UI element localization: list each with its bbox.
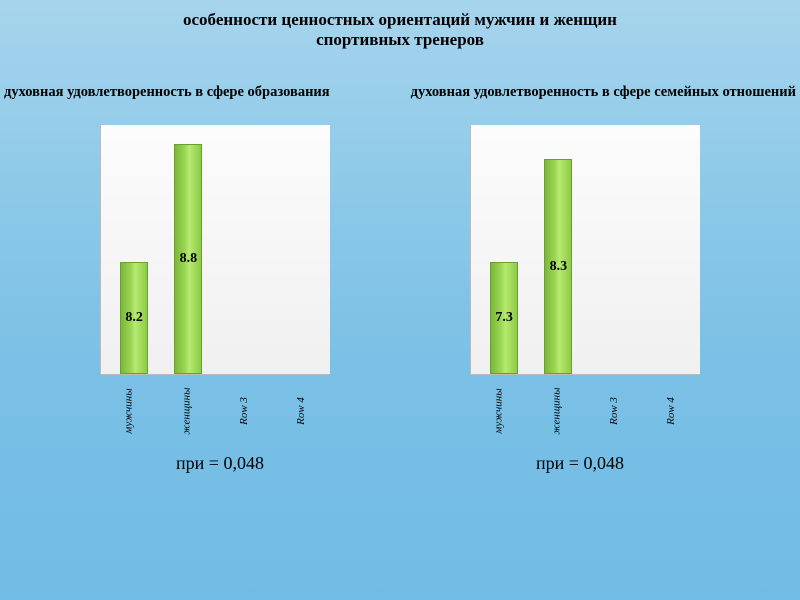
bar-label: 7.3 [495, 310, 513, 326]
left-subtitle: духовная удовлетворенность в сфере образ… [4, 84, 330, 101]
left-chart: 8.2 8.8 мужчины женщины Row 3 Row 4 [75, 125, 355, 445]
bar-women: 8.3 [544, 159, 572, 374]
xlabel: Row 3 [238, 397, 250, 425]
xlabel: женщины [550, 387, 562, 434]
bar-women: 8.8 [174, 144, 202, 374]
bar-slot: 8.8 [161, 125, 215, 374]
bar-slot [640, 125, 694, 374]
xlabel: Row 4 [295, 397, 307, 425]
bar-slot [216, 125, 270, 374]
bar-men: 8.2 [120, 262, 148, 374]
charts-row: 8.2 8.8 мужчины женщины Row 3 Row 4 7.3 [0, 125, 800, 445]
xlabel: женщины [180, 387, 192, 434]
right-subtitle: духовная удовлетворенность в сфере семей… [411, 84, 796, 101]
bar-slot: 8.2 [107, 125, 161, 374]
captions-row: при = 0,048 при = 0,048 [0, 453, 800, 474]
right-chart: 7.3 8.3 мужчины женщины Row 3 Row 4 [445, 125, 725, 445]
subtitles-row: духовная удовлетворенность в сфере образ… [0, 84, 800, 101]
bar-label: 8.2 [125, 310, 143, 326]
xlabel: Row 3 [608, 397, 620, 425]
xlabel: мужчины [493, 388, 505, 433]
right-plot-area: 7.3 8.3 [470, 125, 700, 375]
left-xlabels: мужчины женщины Row 3 Row 4 [100, 375, 330, 445]
bar-slot: 8.3 [531, 125, 585, 374]
left-plot-area: 8.2 8.8 [100, 125, 330, 375]
bar-slot [586, 125, 640, 374]
xlabel: мужчины [123, 388, 135, 433]
right-caption: при = 0,048 [536, 453, 624, 474]
main-title: особенности ценностных ориентаций мужчин… [0, 0, 800, 54]
title-line-2: спортивных тренеров [40, 30, 760, 50]
bar-label: 8.3 [550, 259, 568, 275]
bar-label: 8.8 [180, 251, 198, 267]
bar-men: 7.3 [490, 262, 518, 374]
left-caption: при = 0,048 [176, 453, 264, 474]
bar-slot [270, 125, 324, 374]
xlabel: Row 4 [665, 397, 677, 425]
bar-slot: 7.3 [477, 125, 531, 374]
right-xlabels: мужчины женщины Row 3 Row 4 [470, 375, 700, 445]
title-line-1: особенности ценностных ориентаций мужчин… [40, 10, 760, 30]
